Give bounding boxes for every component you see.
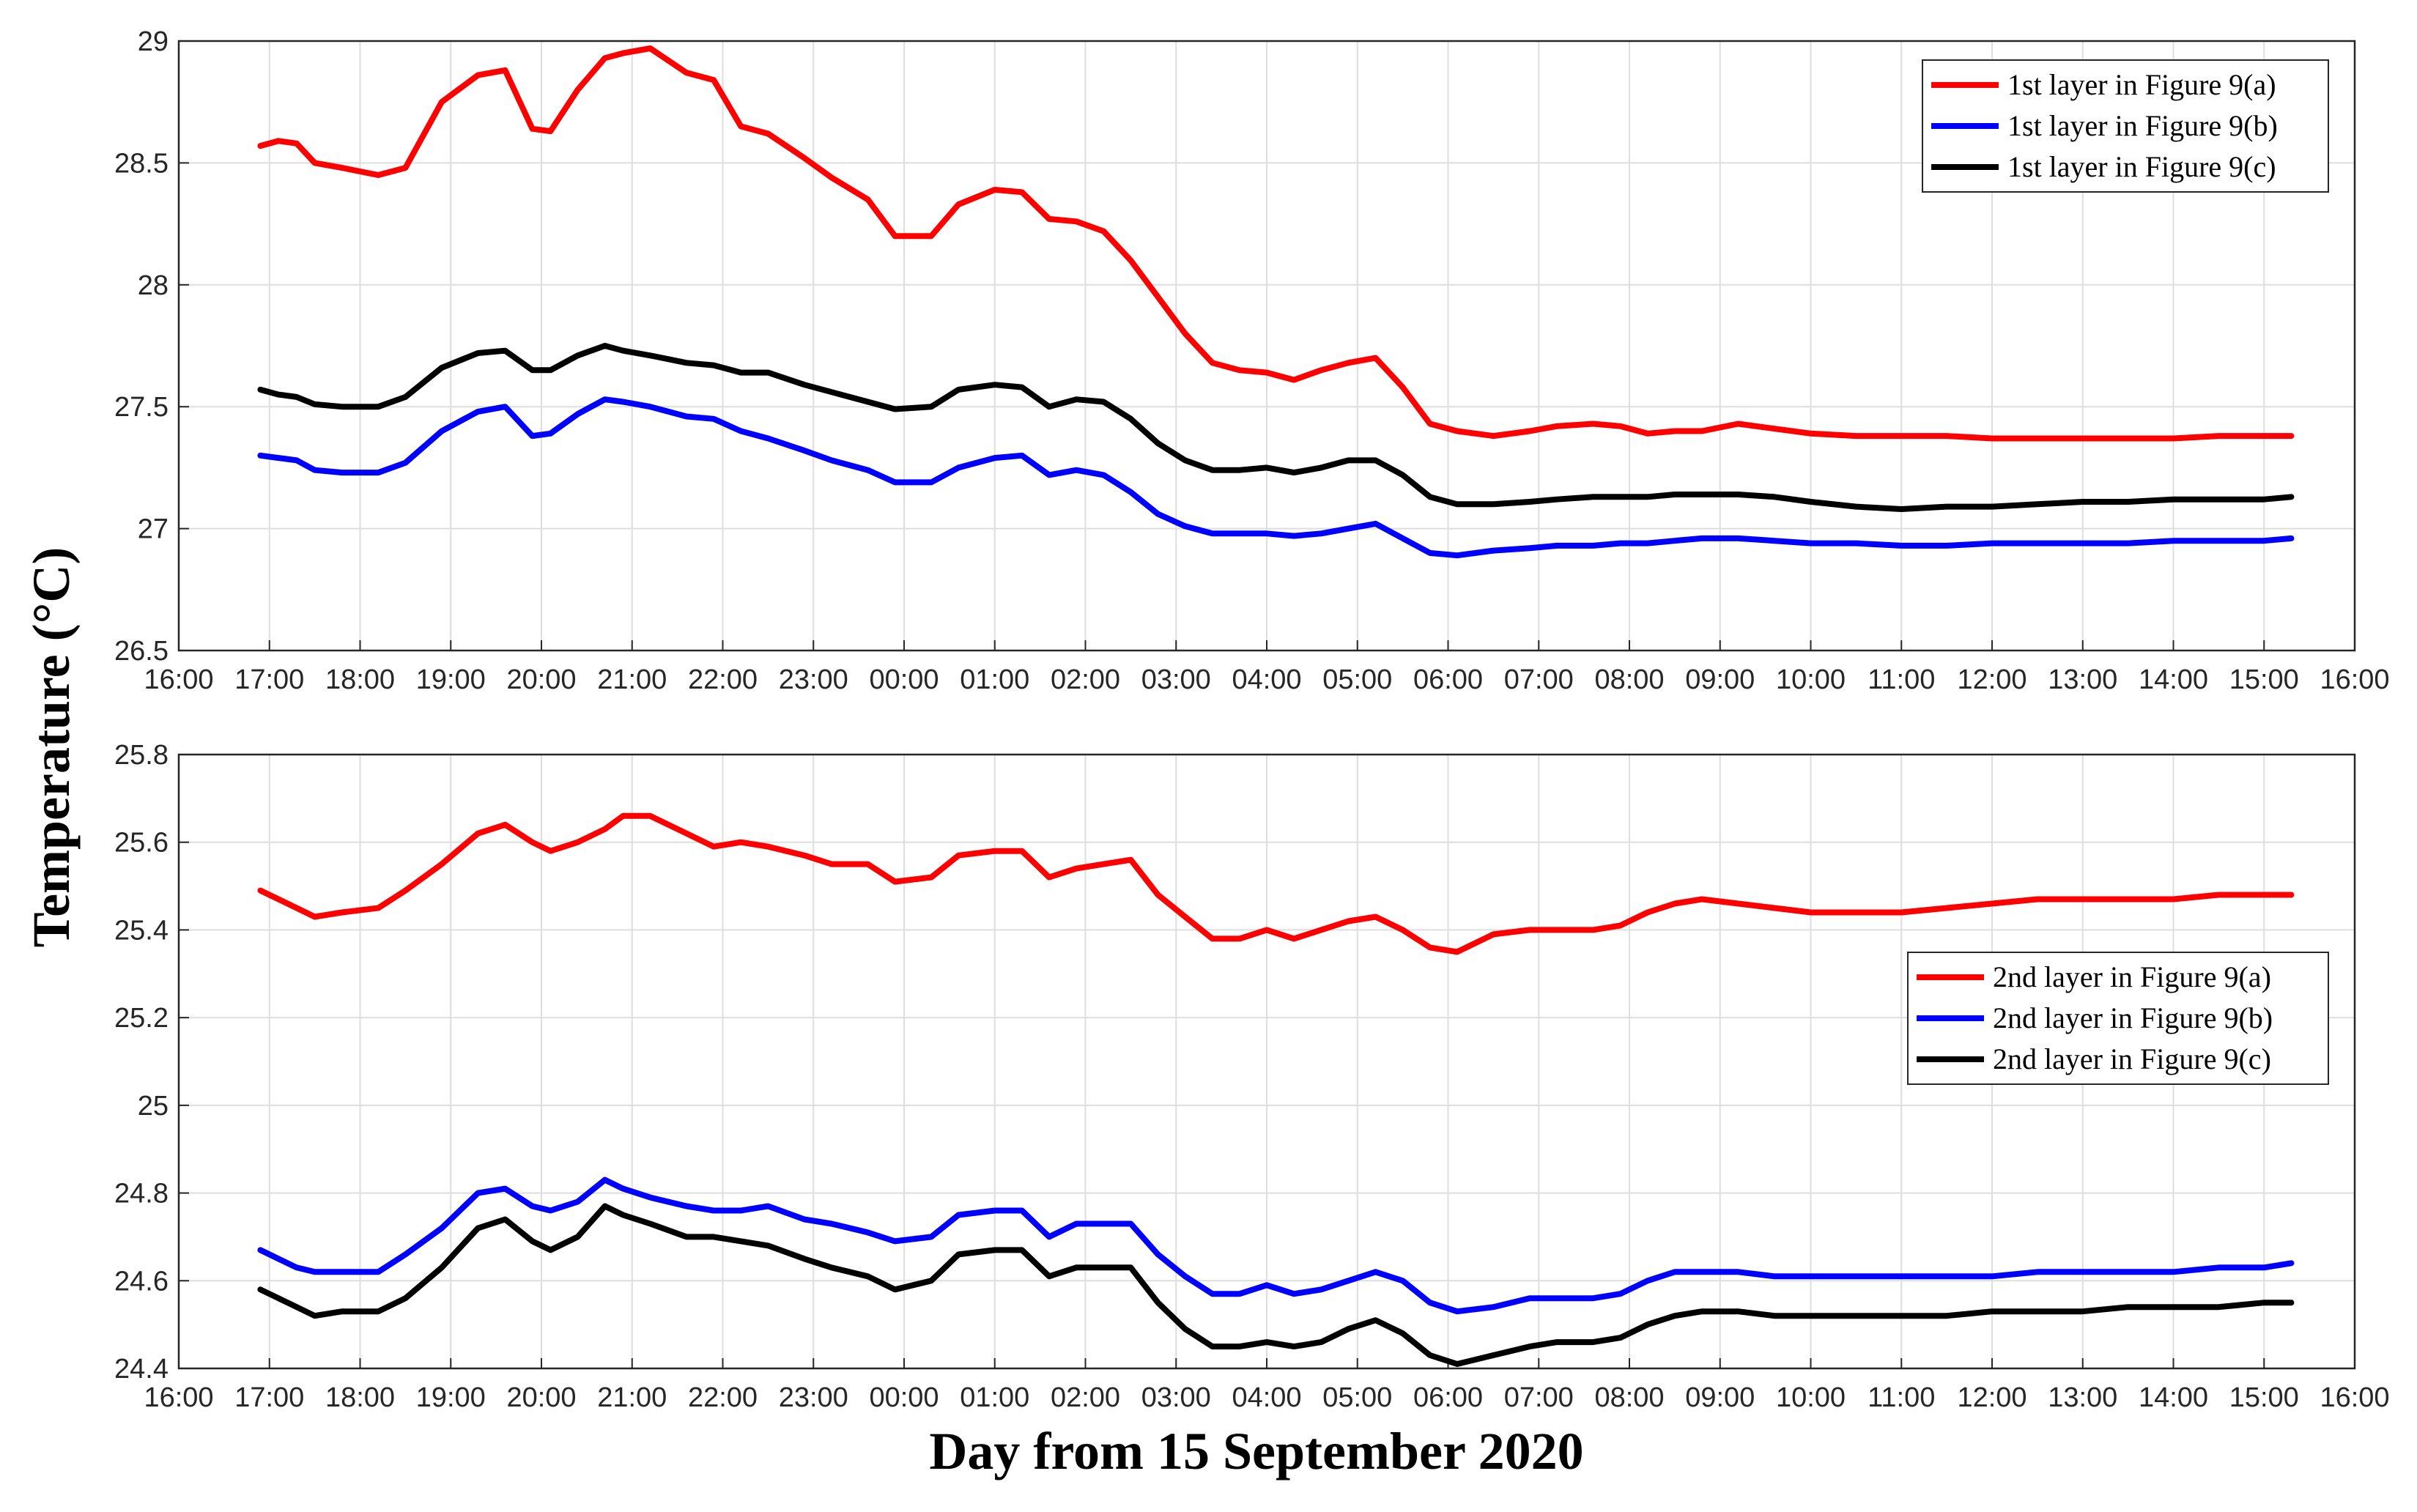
x-tick-label: 07:00	[1504, 664, 1574, 695]
y-tick-label: 26.5	[114, 636, 169, 667]
x-tick-label: 23:00	[779, 1382, 848, 1413]
x-axis-label: Day from 15 September 2020	[929, 1422, 1583, 1480]
x-tick-label: 16:00	[144, 664, 213, 695]
y-tick-label: 25.8	[114, 740, 169, 771]
y-tick-label: 27.5	[114, 392, 169, 423]
y-axis-label: Temperature (°C)	[22, 547, 81, 948]
x-tick-label: 02:00	[1051, 664, 1120, 695]
x-tick-label: 06:00	[1413, 664, 1483, 695]
y-tick-label: 24.4	[114, 1354, 169, 1385]
x-tick-label: 03:00	[1141, 664, 1211, 695]
series-line-1	[257, 45, 2295, 442]
x-tick-label: 13:00	[2048, 1382, 2117, 1413]
x-tick-label: 04:00	[1232, 664, 1301, 695]
series-line-1	[257, 812, 2295, 955]
x-tick-label: 02:00	[1051, 1382, 1120, 1413]
x-tick-label: 15:00	[2229, 664, 2299, 695]
y-tick-label: 25	[138, 1091, 169, 1122]
series-line-2	[257, 1176, 2295, 1315]
plot-frame	[177, 753, 2356, 1370]
legend-label: 1st layer in Figure 9(c)	[2007, 150, 2276, 183]
y-tick-label: 28	[138, 270, 169, 301]
y-tick-label: 25.4	[114, 915, 169, 946]
x-tick-label: 19:00	[416, 1382, 486, 1413]
legend: 1st layer in Figure 9(a) 1st layer in Fig…	[1922, 59, 2329, 193]
y-tick-label: 24.6	[114, 1266, 169, 1297]
x-tick-label: 13:00	[2048, 664, 2117, 695]
x-tick-label: 11:00	[1868, 664, 1935, 695]
x-tick-label: 23:00	[779, 664, 848, 695]
x-tick-label: 11:00	[1868, 1382, 1935, 1413]
x-tick-label: 14:00	[2139, 664, 2208, 695]
series-line-2	[257, 396, 2295, 559]
x-tick-label: 19:00	[416, 664, 486, 695]
x-tick-label: 05:00	[1322, 664, 1392, 695]
series-line-3	[257, 343, 2295, 512]
x-tick-label: 18:00	[325, 664, 395, 695]
x-tick-label: 14:00	[2139, 1382, 2208, 1413]
x-tick-label: 01:00	[960, 664, 1029, 695]
y-tick-label: 24.8	[114, 1179, 169, 1209]
x-tick-label: 09:00	[1685, 664, 1755, 695]
x-tick-label: 17:00	[234, 1382, 304, 1413]
x-tick-label: 21:00	[597, 1382, 667, 1413]
x-tick-label: 16:00	[2320, 664, 2389, 695]
series-line-3	[257, 1203, 2295, 1367]
x-tick-label: 04:00	[1232, 1382, 1301, 1413]
y-tick-label: 25.6	[114, 828, 169, 859]
x-tick-label: 20:00	[506, 1382, 576, 1413]
legend-label: 2nd layer in Figure 9(b)	[1993, 1001, 2273, 1034]
x-tick-label: 16:00	[2320, 1382, 2389, 1413]
x-tick-label: 12:00	[1957, 1382, 2026, 1413]
bottom-panel: 16:00 17:00 18:00 19:00 20:00 21:00 22:00 23:00…	[114, 740, 2390, 1413]
x-tick-label: 05:00	[1322, 1382, 1392, 1413]
y-tick-label: 29	[138, 26, 169, 57]
x-tick-label: 09:00	[1685, 1382, 1755, 1413]
x-tick-label: 10:00	[1776, 664, 1846, 695]
legend: 2nd layer in Figure 9(a) 2nd layer in Fig…	[1907, 952, 2329, 1085]
x-tick-label: 07:00	[1504, 1382, 1574, 1413]
y-tick-label: 25.2	[114, 1003, 169, 1034]
plot-frame	[177, 40, 2356, 652]
x-tick-label: 00:00	[869, 664, 939, 695]
x-tick-label: 00:00	[869, 1382, 939, 1413]
legend-label: 1st layer in Figure 9(a)	[2007, 68, 2276, 101]
x-tick-label: 15:00	[2229, 1382, 2299, 1413]
legend-label: 2nd layer in Figure 9(c)	[1993, 1042, 2271, 1075]
x-tick-label: 21:00	[597, 664, 667, 695]
x-tick-label: 18:00	[325, 1382, 395, 1413]
x-tick-label: 03:00	[1141, 1382, 1211, 1413]
top-panel: 16:00 17:00 18:00 19:00 20:00 21:00 22:00 23:00…	[114, 26, 2390, 695]
x-tick-label: 10:00	[1776, 1382, 1846, 1413]
x-tick-label: 01:00	[960, 1382, 1029, 1413]
x-tick-label: 08:00	[1594, 1382, 1664, 1413]
x-tick-label: 12:00	[1957, 664, 2026, 695]
x-tick-label: 22:00	[688, 664, 758, 695]
x-tick-label: 06:00	[1413, 1382, 1483, 1413]
y-tick-label: 28.5	[114, 148, 169, 179]
x-tick-label: 22:00	[688, 1382, 758, 1413]
x-tick-label: 16:00	[144, 1382, 213, 1413]
x-tick-label: 20:00	[506, 664, 576, 695]
x-tick-label: 08:00	[1594, 664, 1664, 695]
x-tick-label: 17:00	[234, 664, 304, 695]
legend-label: 2nd layer in Figure 9(a)	[1993, 960, 2271, 993]
y-tick-label: 27	[138, 514, 169, 545]
legend-label: 1st layer in Figure 9(b)	[2007, 109, 2278, 142]
